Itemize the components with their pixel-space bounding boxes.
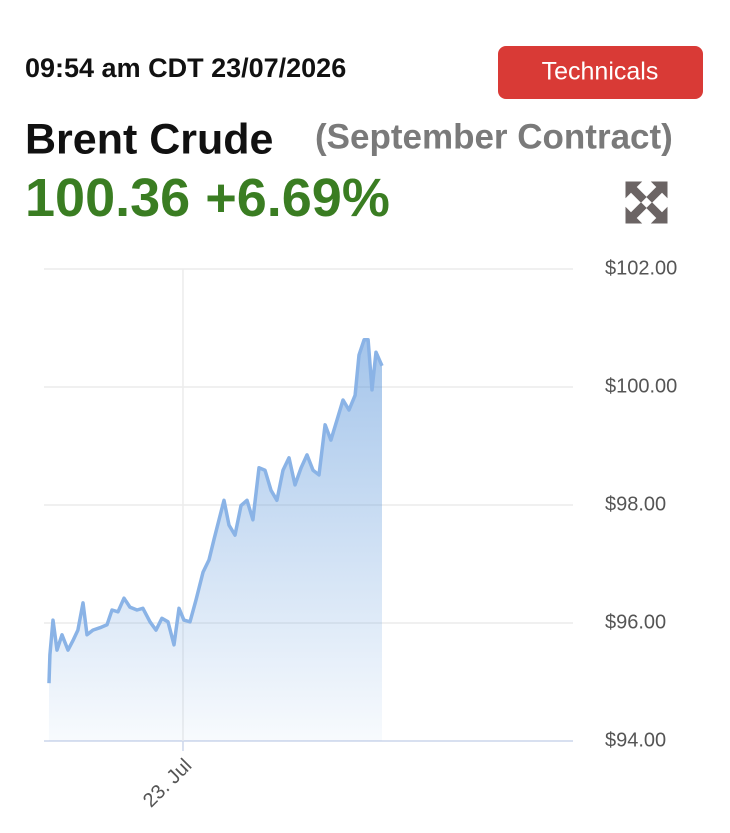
plot: $94.00 $96.00 $98.00 $100.00 $102.00 23. Jul xyxy=(44,257,677,812)
y-tick-label: $96.00 xyxy=(605,611,666,633)
price-value: 100.36 xyxy=(25,168,190,228)
button-label[interactable]: Technicals xyxy=(542,58,659,86)
instrument-title: Brent Crude xyxy=(25,115,273,163)
y-tick-label: $94.00 xyxy=(605,729,666,751)
x-tick-label: 23. Jul xyxy=(139,755,196,812)
expand-arrows[interactable] xyxy=(625,181,668,224)
y-tick-label: $102.00 xyxy=(605,257,677,279)
button-bg[interactable] xyxy=(498,46,703,99)
technicals-button[interactable]: Technicals xyxy=(498,46,703,99)
y-tick-label: $98.00 xyxy=(605,493,666,515)
price-line xyxy=(47,338,384,684)
expand-icon[interactable] xyxy=(625,181,668,224)
price-change: +6.69% xyxy=(205,168,390,228)
contract-subtitle: (September Contract) xyxy=(315,117,673,156)
price: 100.36 +6.69% xyxy=(25,168,390,228)
y-tick-label: $100.00 xyxy=(605,375,677,397)
timestamp: 09:54 am CDT 23/07/2026 xyxy=(25,53,346,83)
